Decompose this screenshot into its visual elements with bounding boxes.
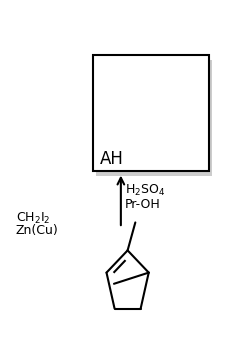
- Text: Zn(Cu): Zn(Cu): [16, 224, 59, 237]
- Text: H$_2$SO$_4$: H$_2$SO$_4$: [125, 183, 165, 198]
- Bar: [93, 55, 209, 171]
- Text: CH$_2$I$_2$: CH$_2$I$_2$: [16, 211, 50, 226]
- Text: AH: AH: [100, 150, 124, 168]
- Text: Pr-OH: Pr-OH: [125, 198, 160, 211]
- Bar: [96, 60, 212, 176]
